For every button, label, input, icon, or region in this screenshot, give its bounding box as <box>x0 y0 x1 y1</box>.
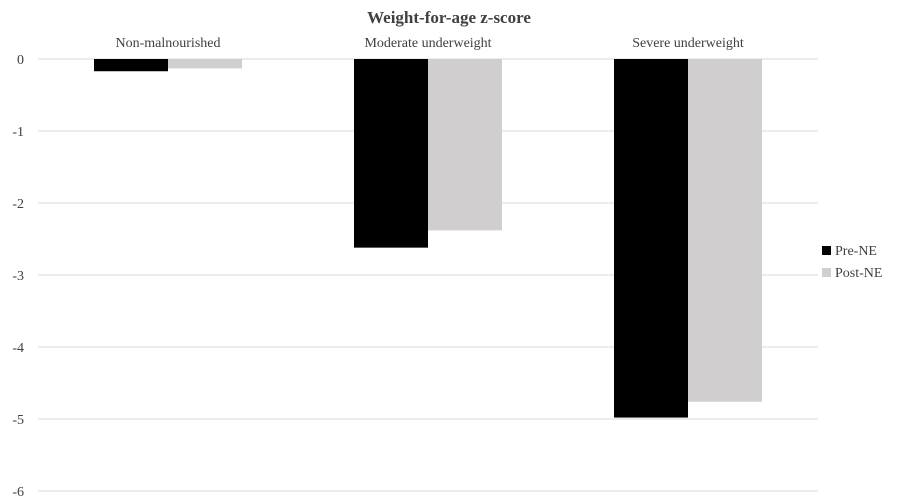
y-tick-label: 0 <box>17 53 24 68</box>
bar-post-ne-2 <box>688 59 762 402</box>
y-tick-label: -5 <box>12 413 24 428</box>
category-label: Severe underweight <box>632 36 744 51</box>
y-axis-tick-labels: 0 -1 -2 -3 -4 -5 -6 <box>12 53 24 500</box>
legend-swatch <box>822 268 831 277</box>
bar-pre-ne-2 <box>614 59 688 418</box>
category-labels: Non-malnourished Moderate underweight Seve… <box>116 36 744 51</box>
bars <box>94 59 762 418</box>
bar-post-ne-1 <box>428 59 502 231</box>
legend-label: Pre-NE <box>835 244 877 259</box>
legend-label: Post-NE <box>835 266 882 281</box>
y-tick-label: -3 <box>12 269 24 284</box>
category-label: Moderate underweight <box>364 36 491 51</box>
y-tick-label: -2 <box>12 197 24 212</box>
chart-title: Weight-for-age z-score <box>367 8 531 27</box>
bar-pre-ne-1 <box>354 59 428 248</box>
bar-post-ne-0 <box>168 59 242 69</box>
category-label: Non-malnourished <box>116 36 221 51</box>
y-tick-label: -4 <box>12 341 24 356</box>
y-tick-label: -6 <box>12 485 24 500</box>
legend: Pre-NE Post-NE <box>822 244 882 281</box>
bar-pre-ne-0 <box>94 59 168 72</box>
y-tick-label: -1 <box>12 125 24 140</box>
legend-swatch <box>822 246 831 255</box>
